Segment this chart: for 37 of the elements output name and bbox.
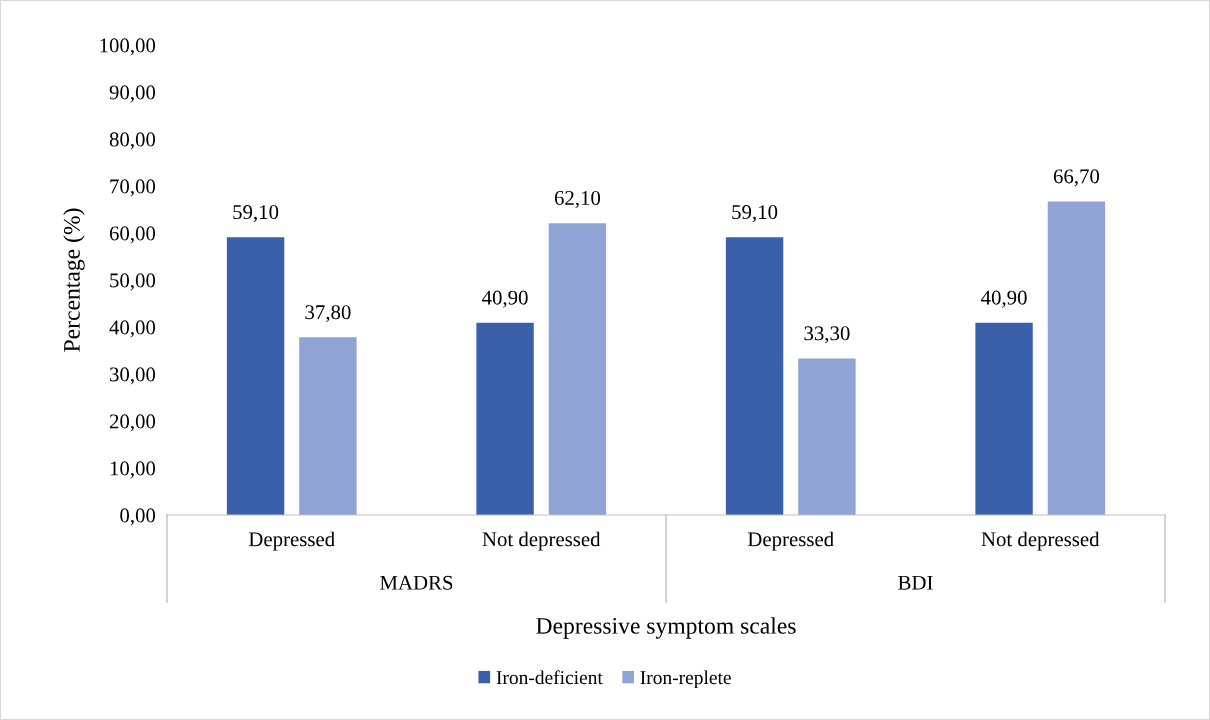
y-axis-title: Percentage (%) [63, 208, 85, 352]
text: BDI [898, 575, 933, 590]
bar [975, 322, 1033, 515]
y-tick-label: 100,00 [100, 38, 156, 56]
data-label: 40,90 [482, 290, 528, 308]
y-tick-label: 50,00 [110, 273, 156, 291]
data-label: 40,90 [981, 290, 1027, 308]
y-tick-label: 70,00 [110, 179, 156, 197]
x-tick-label: Depressed [248, 531, 335, 551]
bar [798, 358, 856, 515]
data-label: 66,70 [1053, 169, 1100, 187]
legend-label: Iron-deficient [496, 670, 603, 685]
data-label: 37,80 [305, 305, 351, 323]
y-tick-label: 80,00 [109, 132, 156, 150]
data-label: 59,10 [233, 205, 279, 223]
bar [476, 322, 534, 515]
bar [299, 337, 357, 515]
x-tick-label: Not depressed [482, 531, 601, 551]
text: MADRS [380, 575, 453, 590]
y-tick-label: 30,00 [110, 367, 156, 385]
bar [725, 237, 784, 515]
bar [226, 237, 285, 515]
x-tick-label: Not depressed [981, 531, 1100, 551]
x-tick-label: Depressed [747, 531, 834, 551]
bar [548, 223, 607, 515]
y-tick-label: 60,00 [109, 226, 156, 244]
y-tick-label: 0,00 [120, 508, 156, 526]
bar [1047, 201, 1106, 515]
data-label: 62,10 [554, 190, 601, 209]
data-label: 33,30 [804, 326, 850, 344]
y-tick-label: 20,00 [109, 414, 156, 432]
data-label: 59,10 [732, 205, 778, 223]
legend-label: Iron-replete [640, 670, 731, 689]
x-axis-title: Depressive symptom scales [536, 617, 796, 639]
y-tick-label: 40,00 [109, 320, 156, 338]
y-tick-label: 10,00 [110, 461, 156, 479]
y-tick-label: 90,00 [109, 85, 156, 103]
